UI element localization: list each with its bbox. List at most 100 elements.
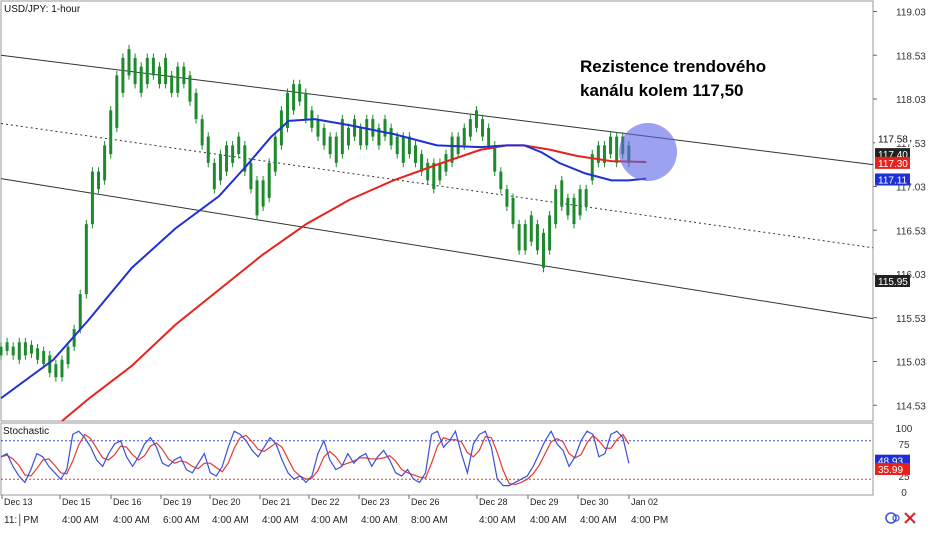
time-label-bottom: 4:00 AM: [580, 515, 617, 526]
candle-body: [11, 346, 15, 356]
candle-body: [517, 224, 521, 251]
candle-body: [97, 171, 101, 190]
candle-body: [615, 136, 619, 163]
stochastic-tick-label: 25: [898, 472, 910, 483]
price-tag-2-bg: [875, 156, 910, 169]
candle-body: [566, 197, 570, 216]
candle-body: [84, 224, 88, 295]
annotation-line-1: Rezistence trendového: [580, 57, 766, 76]
candle-body: [5, 342, 9, 351]
time-label-top: Dec 22: [311, 497, 340, 507]
candle-body: [529, 215, 533, 242]
candle-body: [523, 224, 527, 251]
candle-body: [249, 162, 253, 190]
candle-body: [206, 136, 210, 163]
candle-body: [609, 136, 613, 155]
candle-body: [90, 171, 94, 225]
candle-body: [511, 197, 515, 225]
candle-body: [157, 66, 161, 85]
time-label-top: Dec 13: [4, 497, 33, 507]
candle-body: [322, 127, 326, 146]
time-label-top: Dec 23: [361, 497, 390, 507]
price-axis: 119.03 118.53 118.03 117.53 117.03 116.53 116.…: [873, 8, 926, 412]
candle-body: [584, 189, 588, 207]
price-tick-label: 114.53: [896, 401, 926, 412]
candle-body: [572, 197, 576, 225]
candle-body: [334, 136, 338, 163]
time-label-bottom: 4:00 AM: [113, 515, 150, 526]
time-label-top: Dec 20: [212, 497, 241, 507]
candle-body: [444, 154, 448, 172]
price-tick-label: 115.53: [896, 314, 926, 325]
stochastic-label-bg: [2, 424, 43, 436]
time-axis: Dec 13 Dec 15 Dec 16 Dec 19 Dec 20 Dec 21 Dec …: [1, 495, 668, 527]
candle-body: [359, 127, 363, 146]
candle-body: [60, 359, 64, 378]
candle-body: [212, 162, 216, 190]
stochastic-tick-label: 0: [901, 488, 907, 499]
candle-body: [505, 189, 509, 207]
close-icon[interactable]: [903, 511, 917, 525]
candle-body: [151, 57, 155, 76]
stochastic-tag-0: 48.93: [878, 457, 903, 468]
candle-body: [548, 215, 552, 251]
candle-body: [328, 136, 332, 155]
candle-body: [176, 66, 180, 93]
price-tick-label: 117.53: [896, 139, 926, 150]
candle-body: [353, 119, 357, 137]
time-label-top: Dec 26: [411, 497, 440, 507]
stochastic-k-line: [0, 429, 630, 487]
time-label-bottom: 4:00 AM: [479, 515, 516, 526]
price-tick-label: 115.03: [896, 358, 926, 369]
candle-body: [48, 355, 52, 373]
price-tick-label: 118.53: [896, 51, 926, 62]
candle-body: [474, 110, 478, 128]
candle-body: [413, 145, 417, 163]
time-label-top: Jan 02: [631, 497, 658, 507]
stochastic-series: [0, 429, 873, 487]
candle-body: [194, 92, 198, 120]
candle-body: [450, 136, 454, 163]
candle-body: [255, 180, 259, 216]
price-tag-3: 117.11: [878, 176, 908, 187]
candle-body: [542, 232, 546, 268]
candle-body: [560, 180, 564, 207]
time-label-bottom: 4:00 PM: [631, 515, 668, 526]
time-label-bottom: 4:00 AM: [212, 515, 249, 526]
candle-body: [170, 75, 174, 93]
candle-body: [578, 189, 582, 216]
price-tag-4: 115.95: [878, 277, 908, 288]
moving-averages: [0, 118, 647, 422]
time-label-bottom: 4:00 AM: [530, 515, 567, 526]
candle-body: [292, 84, 296, 111]
candle-body: [188, 75, 192, 102]
candle-body: [164, 57, 168, 85]
fast-moving-average-line: [0, 118, 647, 400]
stochastic-tag-1-bg: [875, 462, 910, 475]
candle-body: [133, 57, 137, 85]
candle-body: [267, 162, 271, 198]
candle-body: [243, 145, 247, 172]
time-label-bottom: 4:00 AM: [62, 515, 99, 526]
candle-body: [407, 136, 411, 155]
candle-body: [481, 119, 485, 137]
time-label-top: Dec 21: [262, 497, 291, 507]
time-label-top: Dec 19: [163, 497, 192, 507]
candle-body: [493, 145, 497, 172]
resistance-highlight-circle: [619, 123, 677, 181]
price-tag-0: 117.58: [878, 134, 908, 145]
candle-body: [225, 145, 229, 172]
price-tick-label: 117.03: [896, 183, 926, 194]
candle-body: [285, 92, 289, 128]
refresh-icon[interactable]: [885, 512, 900, 524]
stochastic-tick-label: 100: [896, 424, 913, 435]
candle-body: [200, 119, 204, 146]
price-tag-2: 117.30: [878, 159, 908, 170]
price-tag-1: 117.40: [878, 150, 908, 161]
candle-body: [426, 162, 430, 181]
candle-body: [115, 75, 119, 128]
